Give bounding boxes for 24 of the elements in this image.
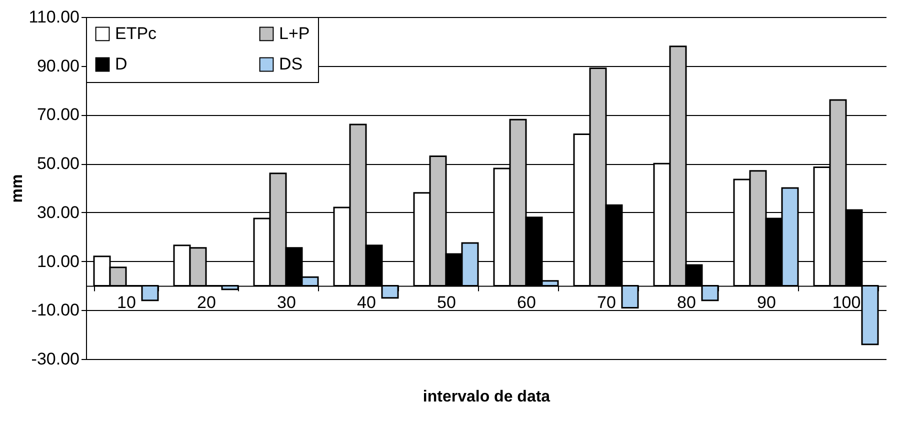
legend-label: D xyxy=(115,54,128,74)
x-tick-label: 60 xyxy=(517,293,536,312)
x-tick-label: 20 xyxy=(197,293,216,312)
legend-label: DS xyxy=(279,54,303,74)
x-tick-label: 10 xyxy=(117,293,136,312)
y-tick-label: -30.00 xyxy=(31,350,80,368)
y-tick-label: 90.00 xyxy=(36,56,80,76)
y-tick-label: 110.00 xyxy=(28,8,80,26)
y-tick-label: -10.00 xyxy=(31,300,80,320)
x-tick-label: 90 xyxy=(757,293,776,312)
legend-label: L+P xyxy=(279,24,310,43)
x-tick-label: 70 xyxy=(597,293,616,312)
y-tick-label: 50.00 xyxy=(36,154,80,174)
y-tick-label: 70.00 xyxy=(36,105,80,124)
x-tick-label: 80 xyxy=(677,293,696,312)
x-tick-label: 50 xyxy=(437,293,456,312)
x-tick-label: 100 xyxy=(832,293,861,312)
y-tick-label: 10.00 xyxy=(36,252,80,271)
y-tick-label: 30.00 xyxy=(36,202,80,222)
y-axis-title: mm xyxy=(8,174,26,203)
x-axis-title: intervalo de data xyxy=(422,388,550,406)
x-tick-label: 30 xyxy=(277,293,296,312)
legend-label: ETPc xyxy=(115,24,158,43)
x-tick-label: 40 xyxy=(357,293,376,312)
